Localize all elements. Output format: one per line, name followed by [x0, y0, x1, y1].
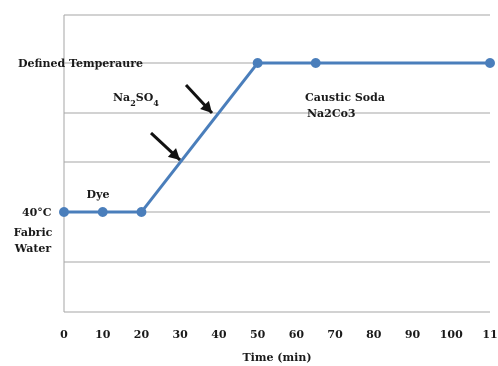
labels: 0 10 20 30 40 50 60 70 80 90 100 11 Time (min) Define…	[14, 57, 498, 364]
x-axis-title: Time (min)	[242, 351, 311, 364]
arrows	[149, 83, 214, 162]
data-point	[310, 58, 321, 68]
y-level-label: 40°C	[22, 206, 52, 219]
data-point	[97, 207, 108, 217]
data-point	[485, 58, 495, 68]
annotation-na2co3: Na2Co3	[307, 107, 356, 120]
x-tick-label: 80	[366, 328, 382, 341]
annotation-caustic-soda: Caustic Soda	[305, 91, 385, 104]
x-tick-label: 60	[289, 328, 305, 341]
x-tick-label: 11	[482, 328, 497, 341]
y-level-label: Defined Temperaure	[18, 57, 143, 70]
x-tick-label: 20	[134, 328, 150, 341]
series	[59, 58, 495, 217]
data-point	[59, 207, 69, 217]
annotation-fabric: Fabric	[14, 226, 53, 239]
x-tick-label: 10	[95, 328, 111, 341]
data-point	[136, 207, 147, 217]
data-point	[252, 58, 263, 68]
x-tick-label: 40	[211, 328, 227, 341]
x-tick-label: 30	[173, 328, 189, 341]
x-tick-label: 100	[440, 328, 463, 341]
annotation-dye: Dye	[87, 188, 110, 201]
x-tick-label: 70	[327, 328, 343, 341]
annotation-water: Water	[14, 242, 52, 255]
x-tick-label: 0	[60, 328, 68, 341]
arrow-head	[167, 148, 180, 160]
annotation-na2so4: Na2SO4	[113, 91, 159, 108]
arrow-head	[200, 100, 212, 113]
series-line	[64, 61, 490, 214]
x-tick-label: 90	[405, 328, 421, 341]
x-tick-label: 50	[250, 328, 266, 341]
